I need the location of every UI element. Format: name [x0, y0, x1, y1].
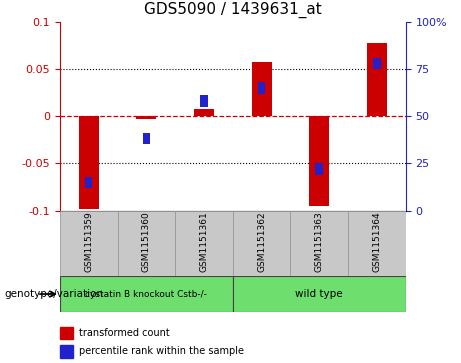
Bar [309, 116, 329, 206]
Text: genotype/variation: genotype/variation [5, 289, 104, 299]
Text: GSM1151359: GSM1151359 [84, 212, 93, 272]
Bar [200, 95, 208, 107]
Bar [85, 176, 93, 188]
Text: GSM1151364: GSM1151364 [372, 212, 381, 272]
Bar [233, 211, 290, 276]
Text: GSM1151361: GSM1151361 [200, 212, 208, 272]
Bar [194, 109, 214, 116]
Bar [118, 211, 175, 276]
Bar [258, 82, 266, 94]
Bar [367, 44, 387, 116]
Text: GSM1151360: GSM1151360 [142, 212, 151, 272]
Bar [136, 116, 156, 119]
Bar [60, 327, 73, 339]
Bar [175, 211, 233, 276]
Text: percentile rank within the sample: percentile rank within the sample [79, 346, 244, 356]
Bar [290, 211, 348, 276]
Text: wild type: wild type [296, 289, 343, 299]
Bar [233, 276, 406, 312]
Bar [60, 211, 118, 276]
Text: GSM1151362: GSM1151362 [257, 212, 266, 272]
Bar [252, 62, 272, 116]
Text: transformed count: transformed count [79, 328, 170, 338]
Bar [79, 116, 99, 209]
Text: cystatin B knockout Cstb-/-: cystatin B knockout Cstb-/- [85, 290, 207, 298]
Bar [315, 163, 323, 175]
Bar [60, 276, 233, 312]
Text: GSM1151363: GSM1151363 [315, 212, 324, 272]
Bar [373, 58, 381, 69]
Bar [142, 133, 150, 144]
Bar [60, 345, 73, 358]
Title: GDS5090 / 1439631_at: GDS5090 / 1439631_at [144, 1, 322, 18]
Bar [348, 211, 406, 276]
